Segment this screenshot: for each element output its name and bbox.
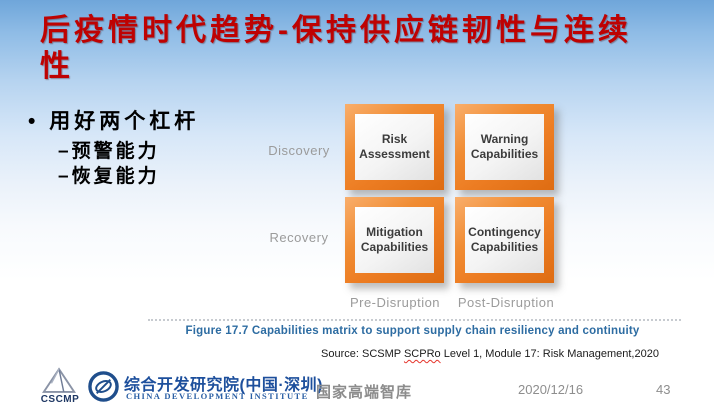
slide-title-line2: 性 [40, 50, 74, 83]
page-number: 43 [656, 382, 671, 397]
slide-title-line1: 后疫情时代趋势-保持供应链韧性与连续 [40, 14, 632, 47]
source-line: Source: SCSMP SCPRo Level 1, Module 17: … [270, 348, 710, 360]
bullet-sub-1-label: 预警能力 [71, 141, 160, 162]
bullet-sub-2-label: 恢复能力 [71, 166, 160, 187]
matrix-cell-mitigation-capabilities: Mitigation Capabilities [345, 197, 444, 283]
matrix-col-label-pre-disruption: Pre-Disruption [349, 295, 441, 310]
matrix-row-label-recovery: Recovery [269, 230, 329, 245]
source-spellcheck-word: SCPRo [403, 348, 441, 360]
cdi-logo-icon [88, 371, 119, 402]
matrix-cell-warning-capabilities: Warning Capabilities [455, 104, 554, 190]
source-suffix: Level 1, Module 17: Risk Management,2020 [440, 348, 659, 360]
matrix-cell-contingency-capabilities: Contingency Capabilities [455, 197, 554, 283]
dash-marker: – [58, 166, 72, 187]
matrix-cell-risk-assessment: Risk Assessment [345, 104, 444, 190]
matrix-cell-label: Mitigation Capabilities [355, 207, 434, 273]
matrix-cell-label: Warning Capabilities [465, 114, 544, 180]
dash-marker: – [58, 141, 72, 162]
figure-caption: Figure 17.7 Capabilities matrix to suppo… [185, 325, 640, 337]
source-prefix: Source: SCSMP [321, 348, 404, 360]
institute-name-en: CHINA DEVELOPMENT INSTITUTE [126, 391, 309, 401]
matrix-row-label-discovery: Discovery [268, 143, 330, 158]
slide-title: 后疫情时代趋势-保持供应链韧性与连续 性 [40, 13, 690, 85]
think-tank-label: 国家高端智库 [316, 384, 413, 401]
matrix-col-label-post-disruption: Post-Disruption [457, 295, 555, 310]
bullet-main-label: 用好两个杠杆 [49, 110, 200, 133]
cscmp-logo-icon [42, 367, 76, 393]
matrix-cell-label: Contingency Capabilities [465, 207, 544, 273]
cscmp-logo-label: CSCMP [40, 394, 80, 405]
bullet-main: • 用好两个杠杆 [28, 105, 199, 135]
matrix-cell-label: Risk Assessment [355, 114, 434, 180]
bullet-marker: • [28, 110, 40, 133]
institute-name-cn: 综合开发研究院(中国·深圳) [124, 377, 323, 394]
bullet-sub-2: –恢复能力 [58, 161, 160, 188]
bullet-sub-1: –预警能力 [58, 136, 160, 163]
caption-divider [148, 319, 681, 321]
slide-date: 2020/12/16 [518, 382, 584, 397]
